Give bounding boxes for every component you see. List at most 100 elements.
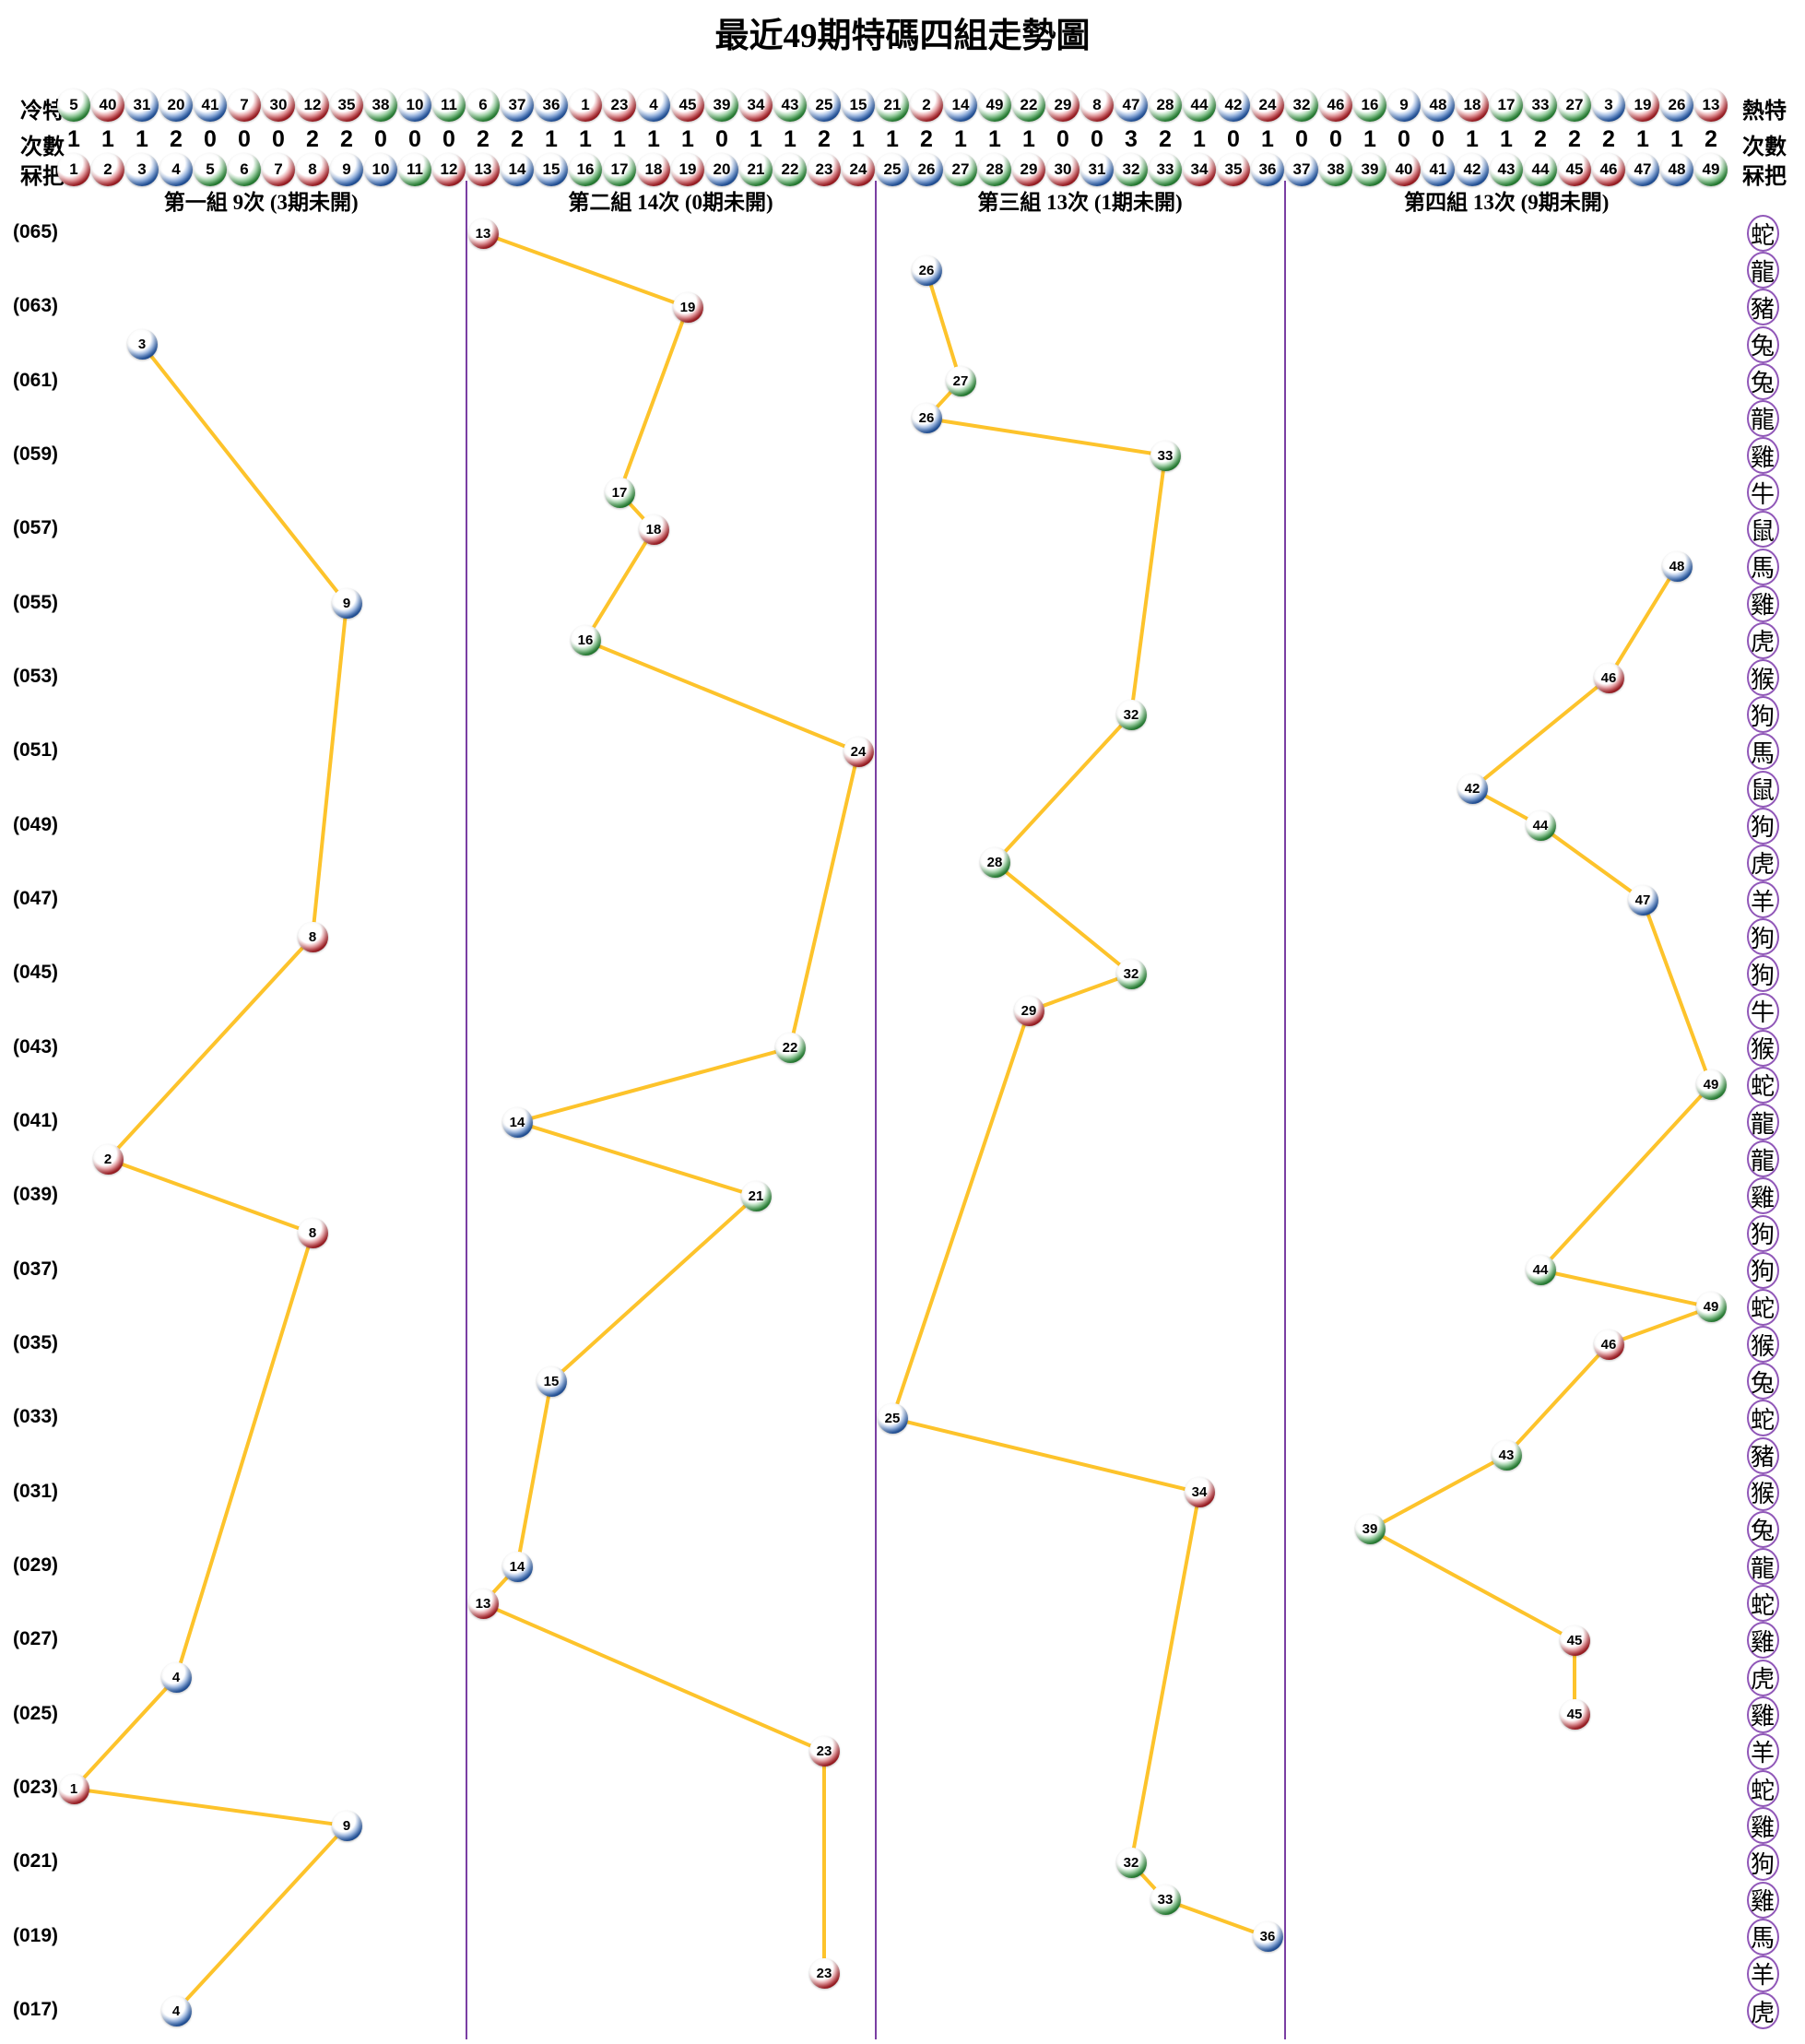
number-ball-value: 2 [103,160,112,178]
cold-ball: 45 [671,89,704,122]
chart-ball: 43 [1491,1440,1522,1471]
period-label: (019) [13,1924,59,1946]
cold-ball-value: 43 [781,96,799,113]
number-ball-value: 3 [137,160,147,178]
zodiac-badge: 虎 [1746,1992,1779,2030]
count-value: 1 [784,126,796,152]
chart-ball: 24 [843,736,874,767]
chart-ball-value: 44 [1532,818,1549,834]
number-ball: 3 [125,153,159,186]
cold-ball-value: 26 [1668,96,1686,113]
number-ball: 20 [705,153,738,186]
chart-ball: 27 [945,366,976,397]
chart-ball: 47 [1627,884,1658,916]
chart-ball-value: 26 [918,410,935,427]
chart-ball-value: 2 [103,1151,112,1167]
number-ball-value: 14 [508,160,526,178]
period-label: (045) [13,962,59,984]
cold-ball: 28 [1149,89,1182,122]
zodiac-badge: 豬 [1746,1436,1779,1474]
chart-ball: 23 [808,1958,840,1990]
number-ball-value: 8 [308,160,317,178]
chart-ball: 9 [331,588,362,620]
cold-ball-value: 10 [406,96,424,113]
number-ball: 7 [262,153,295,186]
chart-ball-value: 8 [308,928,317,945]
chart-ball: 1 [58,1773,89,1804]
chart-ball: 4 [160,1995,192,2026]
zodiac-badge: 雞 [1746,585,1779,622]
chart-ball-value: 33 [1157,1892,1174,1908]
count-value: 1 [954,126,967,152]
cold-ball: 36 [535,89,568,122]
number-ball-value: 30 [1054,160,1072,178]
zodiac-badge: 龍 [1746,399,1779,437]
count-value: 2 [1159,126,1172,152]
zodiac-badge: 馬 [1746,733,1779,771]
number-ball: 41 [1422,153,1455,186]
group-title-4: 第四組 13次 (9期未開) [1404,191,1610,214]
count-value: 2 [1568,126,1581,152]
count-value: 2 [1602,126,1615,152]
cold-ball: 26 [1660,89,1693,122]
count-value: 2 [477,126,490,152]
period-label: (025) [13,1702,59,1724]
number-row-label-right: 冧把 [1742,164,1787,189]
chart-ball: 26 [911,403,942,434]
number-ball: 19 [671,153,704,186]
zodiac-badge: 馬 [1746,548,1779,585]
cold-ball-value: 8 [1092,96,1102,113]
chart-ball-value: 43 [1498,1447,1515,1464]
chart-ball-value: 34 [1191,1484,1208,1501]
chart-ball: 21 [740,1180,772,1211]
chart-ball-value: 32 [1123,706,1139,723]
count-value: 2 [511,126,524,152]
chart-ball: 32 [1115,1847,1147,1878]
count-value: 0 [1329,126,1342,152]
zodiac-badge: 牛 [1746,992,1779,1030]
zodiac-badge: 雞 [1746,1622,1779,1660]
number-ball: 15 [535,153,568,186]
number-ball-value: 10 [372,160,390,178]
chart-ball-value: 24 [850,743,867,760]
number-ball-value: 7 [274,160,283,178]
count-value: 3 [1125,126,1138,152]
page-title: 最近49期特碼四組走勢圖 [714,18,1091,55]
number-ball-value: 9 [342,160,351,178]
cold-ball: 15 [842,89,875,122]
count-value: 0 [408,126,421,152]
count-value: 0 [1398,126,1410,152]
trend-line [72,343,348,2013]
chart-ball: 46 [1593,1329,1624,1360]
number-ball: 43 [1490,153,1523,186]
count-value: 1 [1193,126,1206,152]
zodiac-badge: 兔 [1746,325,1779,363]
number-ball-value: 23 [815,160,833,178]
number-ball: 28 [978,153,1011,186]
count-value: 0 [1432,126,1445,152]
hot-row-label-right: 熱特 [1742,99,1787,124]
zodiac-badge: 兔 [1746,362,1779,400]
count-value: 1 [1466,126,1479,152]
count-value: 1 [1670,126,1683,152]
chart-ball: 3 [126,329,158,360]
number-ball: 39 [1353,153,1386,186]
number-ball: 9 [330,153,363,186]
chart-ball-value: 33 [1157,447,1174,464]
number-ball-value: 29 [1020,160,1038,178]
count-value: 1 [886,126,899,152]
cold-ball-value: 24 [1258,96,1277,113]
chart-ball: 13 [467,218,499,249]
chart-ball: 28 [979,847,1010,879]
number-ball: 29 [1012,153,1045,186]
cold-ball: 41 [194,89,227,122]
cold-ball: 39 [705,89,738,122]
chart-ball: 15 [536,1365,567,1397]
zodiac-badge: 猴 [1746,1473,1779,1511]
count-value: 0 [715,126,728,152]
number-ball: 18 [637,153,670,186]
cold-ball-value: 41 [201,96,219,113]
zodiac-badge: 狗 [1746,955,1779,993]
zodiac-badge: 馬 [1746,1918,1779,1955]
zodiac-badge: 蛇 [1746,1400,1779,1437]
